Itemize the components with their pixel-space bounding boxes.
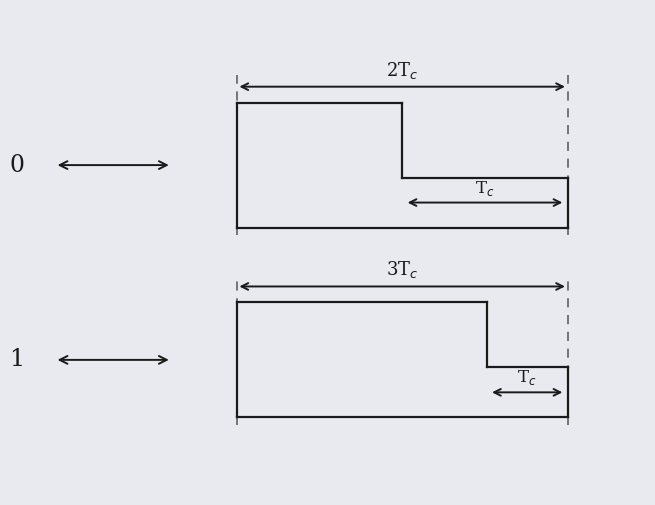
Text: 3T$_c$: 3T$_c$: [386, 260, 419, 280]
Text: 0: 0: [9, 154, 24, 177]
Text: T$_c$: T$_c$: [517, 368, 537, 387]
Text: 2T$_c$: 2T$_c$: [386, 60, 419, 81]
Text: T$_c$: T$_c$: [476, 179, 495, 197]
Text: 1: 1: [9, 348, 24, 371]
